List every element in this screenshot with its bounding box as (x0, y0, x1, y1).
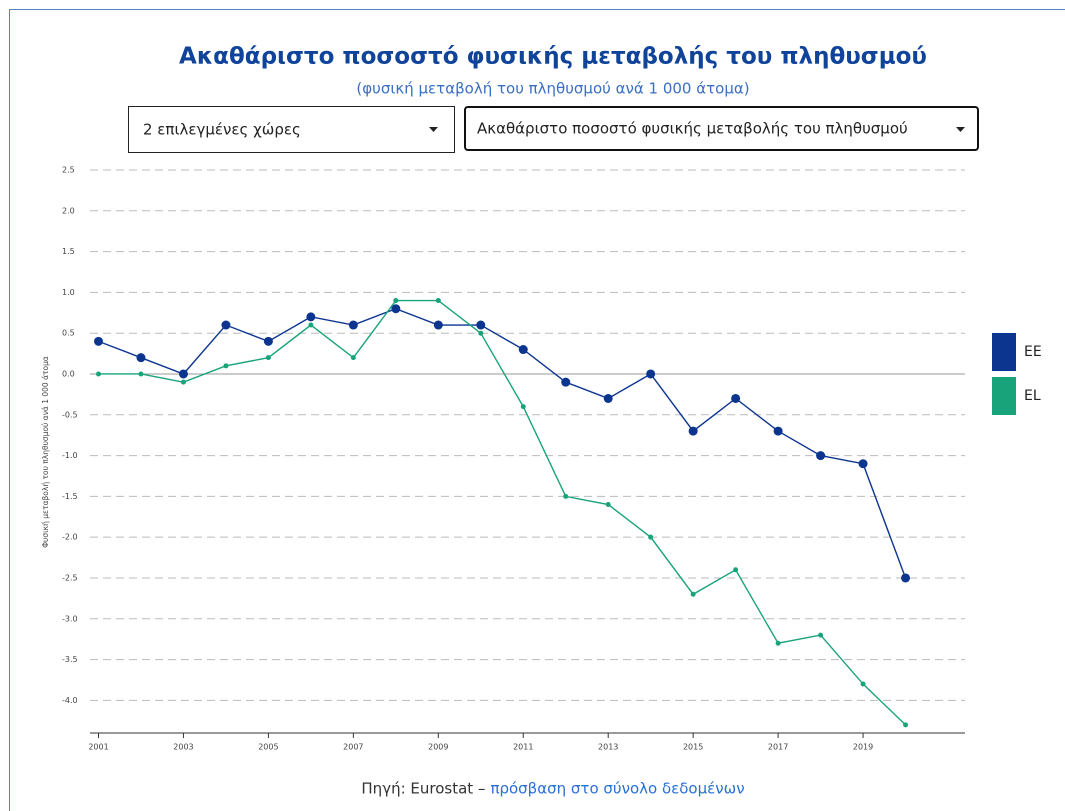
point (646, 369, 656, 379)
point (263, 336, 273, 346)
legend-swatch (992, 333, 1016, 371)
chart-title: Ακαθάριστο ποσοστό φυσικής μεταβολής του… (179, 44, 927, 70)
point (180, 379, 186, 385)
x-tick-label: 2011 (513, 743, 533, 752)
series-line (98, 299, 907, 726)
point (306, 312, 316, 322)
y-tick-label: 2.0 (62, 206, 75, 215)
y-tick-label: 0.0 (62, 369, 75, 378)
dropdown-arrow[interactable] (956, 127, 965, 132)
source: Πηγή: Eurostat – (361, 780, 485, 798)
point (773, 426, 783, 436)
point (93, 336, 103, 346)
chart-subtitle: (φυσική μεταβολή του πληθυσμού ανά 1 000… (356, 80, 749, 98)
point (350, 355, 356, 361)
dropdown-label[interactable]: Ακαθάριστο ποσοστό φυσικής μεταβολής του… (477, 120, 908, 138)
y-tick-label: 0.5 (62, 329, 75, 338)
point (221, 320, 231, 330)
y-tick-label: -4.0 (62, 696, 78, 705)
point (223, 363, 229, 369)
source-link[interactable]: πρόσβαση στο σύνολο δεδομένων (490, 780, 744, 798)
point (731, 393, 741, 403)
point (520, 404, 526, 410)
point (733, 567, 739, 573)
x-tick-label: 2001 (88, 743, 108, 752)
point (518, 345, 528, 355)
dropdown[interactable]: Ακαθάριστο ποσοστό φυσικής μεταβολής του… (464, 106, 979, 151)
point (393, 298, 399, 304)
dropdown-arrow[interactable] (429, 127, 438, 132)
point (903, 722, 909, 728)
x-tick-label: 2015 (683, 743, 703, 752)
point (860, 681, 866, 687)
y-tick-label: -0.5 (62, 410, 78, 419)
point (603, 393, 613, 403)
dropdown-box[interactable] (464, 106, 979, 151)
y-tick-label: 1.0 (62, 288, 75, 297)
point (433, 320, 443, 330)
point (308, 322, 314, 328)
x-tick-label: 2009 (428, 743, 448, 752)
point (901, 573, 911, 583)
point (605, 502, 611, 508)
legend-label: EE (1024, 344, 1042, 360)
point (136, 353, 146, 363)
legend-label: EL (1024, 388, 1041, 404)
x-tick-label: 2005 (258, 743, 278, 752)
point (138, 371, 144, 377)
point (391, 304, 401, 314)
point (688, 426, 698, 436)
point (561, 377, 571, 387)
point (816, 451, 826, 461)
dropdown-box[interactable] (128, 106, 455, 153)
x-tick-label: 2017 (768, 743, 788, 752)
y-axis-label: Φυσική μεταβολή του πληθυσμού ανά 1 000 … (41, 356, 50, 548)
point (476, 320, 486, 330)
y-tick-label: -1.5 (62, 492, 78, 501)
point (563, 493, 569, 499)
y-tick-label: -3.5 (62, 655, 78, 664)
point (478, 330, 484, 336)
x-tick-label: 2007 (343, 743, 363, 752)
x-tick-label: 2013 (598, 743, 618, 752)
legend-swatch (992, 377, 1016, 415)
point (775, 640, 781, 646)
point (265, 355, 271, 361)
y-tick-label: 2.5 (62, 166, 75, 175)
y-tick-label: -3.0 (62, 614, 78, 623)
y-tick-label: -1.0 (62, 451, 78, 460)
x-tick-label: 2003 (173, 743, 193, 752)
point (348, 320, 358, 330)
point (435, 298, 441, 304)
point (178, 369, 188, 379)
y-tick-label: -2.5 (62, 573, 78, 582)
dropdown-label[interactable]: 2 επιλεγμένες χώρες (143, 121, 301, 139)
point (818, 632, 824, 638)
y-tick-label: 1.5 (62, 247, 75, 256)
x-tick-label: 2019 (853, 743, 873, 752)
series-line (98, 307, 907, 579)
point (858, 459, 868, 469)
point (95, 371, 101, 377)
point (648, 534, 654, 540)
point (690, 591, 696, 597)
dropdown[interactable]: 2 επιλεγμένες χώρες (128, 106, 455, 153)
y-tick-label: -2.0 (62, 533, 78, 542)
frame (9, 9, 1065, 811)
